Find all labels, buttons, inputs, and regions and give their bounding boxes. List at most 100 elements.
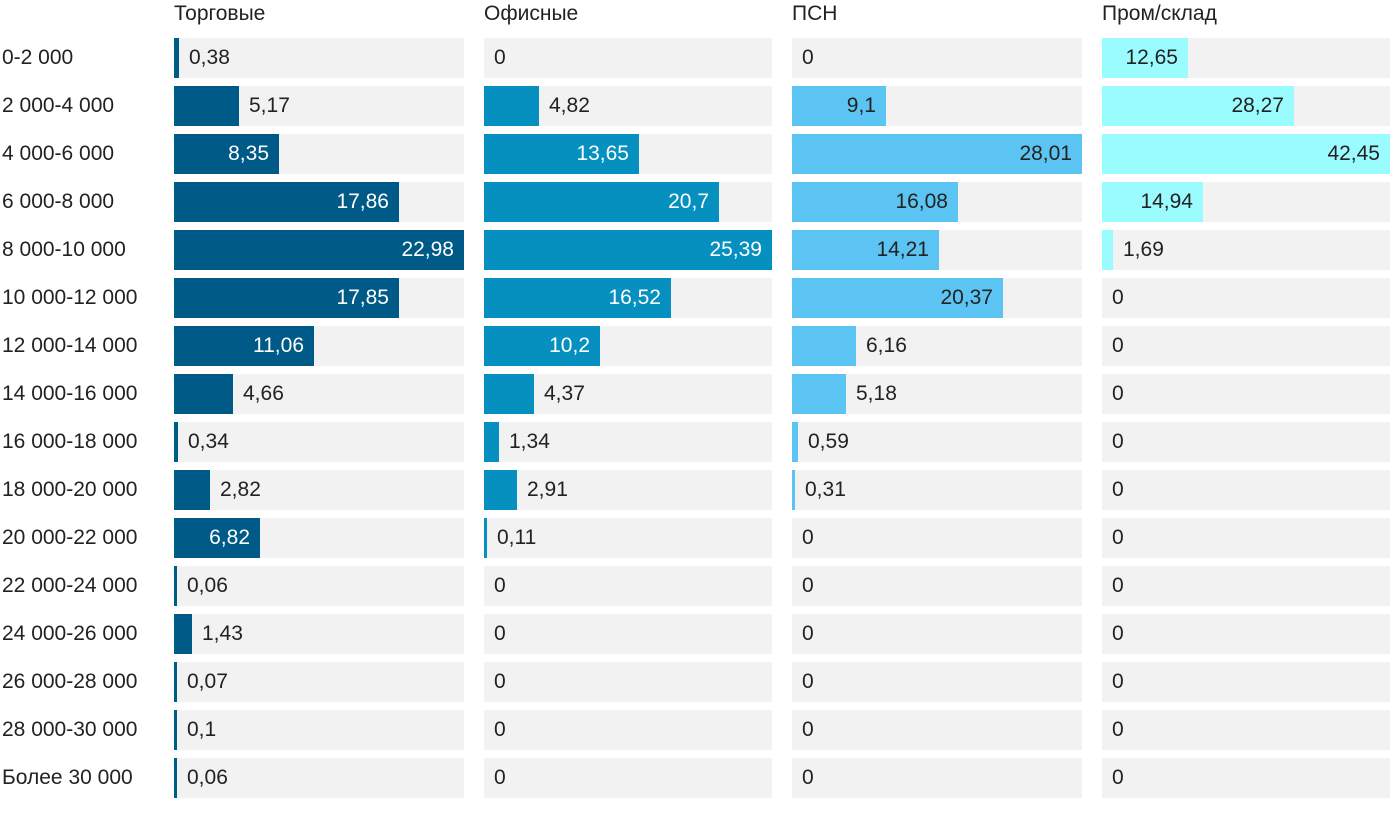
bar-track: 0	[484, 614, 772, 654]
data-label: 0	[802, 622, 814, 645]
data-label: 0	[802, 718, 814, 741]
data-label: 28,27	[1231, 94, 1284, 117]
bar	[484, 230, 772, 270]
data-label: 0,31	[805, 478, 846, 501]
data-label: 0,38	[189, 46, 230, 69]
bar	[484, 470, 517, 510]
data-label: 0	[1112, 430, 1124, 453]
bar-track: 8,35	[174, 134, 464, 174]
data-label: 4,37	[544, 382, 585, 405]
bar	[484, 326, 600, 366]
bar	[792, 326, 856, 366]
data-label: 4,82	[549, 94, 590, 117]
bar-track: 0,59	[792, 422, 1082, 462]
data-label: 0	[1112, 382, 1124, 405]
data-label: 0	[494, 574, 506, 597]
category-label: 20 000-22 000	[2, 526, 138, 549]
bar-track: 6,16	[792, 326, 1082, 366]
bar-track: 42,45	[1102, 134, 1390, 174]
bar-track: 4,37	[484, 374, 772, 414]
category-label: 26 000-28 000	[2, 670, 138, 693]
bar-track: 0	[1102, 278, 1390, 318]
bar	[792, 470, 795, 510]
bar-track: 14,21	[792, 230, 1082, 270]
data-label: 0	[1112, 478, 1124, 501]
bar-track: 0,06	[174, 758, 464, 798]
category-label: 8 000-10 000	[2, 238, 126, 261]
data-label: 25,39	[709, 238, 762, 261]
data-label: 17,85	[336, 286, 389, 309]
data-label: 12,65	[1125, 46, 1178, 69]
data-label: 14,94	[1140, 190, 1193, 213]
bar	[1102, 86, 1294, 126]
data-label: 0	[494, 670, 506, 693]
bar-track: 2,82	[174, 470, 464, 510]
category-label: Более 30 000	[2, 766, 133, 789]
bar-track: 13,65	[484, 134, 772, 174]
bar	[174, 470, 210, 510]
data-label: 6,16	[866, 334, 907, 357]
panel-title: Торговые	[174, 2, 266, 25]
data-label: 5,18	[856, 382, 897, 405]
data-label: 0,1	[187, 718, 217, 741]
data-label: 0	[1112, 766, 1124, 789]
bar	[484, 86, 539, 126]
data-label: 6,82	[209, 526, 250, 549]
bar-track: 22,98	[174, 230, 464, 270]
bar	[1102, 134, 1390, 174]
bar	[174, 182, 399, 222]
bar-track: 25,39	[484, 230, 772, 270]
bar-track: 0	[1102, 566, 1390, 606]
bar-track: 2,91	[484, 470, 772, 510]
bar-track: 5,17	[174, 86, 464, 126]
bar-track: 4,66	[174, 374, 464, 414]
bar-track: 20,37	[792, 278, 1082, 318]
bar	[792, 374, 846, 414]
data-label: 0,59	[808, 430, 849, 453]
bar	[1102, 230, 1113, 270]
data-label: 0	[1112, 574, 1124, 597]
bar-track: 1,43	[174, 614, 464, 654]
data-label: 4,66	[243, 382, 284, 405]
bar-track: 20,7	[484, 182, 772, 222]
category-label: 18 000-20 000	[2, 478, 138, 501]
bar-track: 0,31	[792, 470, 1082, 510]
bar-track: 16,52	[484, 278, 772, 318]
data-label: 1,43	[202, 622, 243, 645]
bar-track: 0	[792, 566, 1082, 606]
bar-track: 0	[1102, 326, 1390, 366]
data-label: 1,34	[509, 430, 550, 453]
bar	[174, 38, 179, 78]
bar-track: 0,11	[484, 518, 772, 558]
bar-track: 11,06	[174, 326, 464, 366]
bar-track: 4,82	[484, 86, 772, 126]
data-label: 11,06	[253, 334, 304, 357]
data-label: 0	[494, 718, 506, 741]
category-label: 2 000-4 000	[2, 94, 115, 117]
bar	[484, 374, 534, 414]
bar	[174, 758, 177, 798]
bar-track: 17,86	[174, 182, 464, 222]
bar-track: 0,06	[174, 566, 464, 606]
bar-track: 0	[1102, 662, 1390, 702]
bar-track: 0	[484, 38, 772, 78]
bar	[792, 86, 886, 126]
data-label: 0	[802, 46, 814, 69]
bar	[792, 182, 958, 222]
bar-track: 0	[1102, 374, 1390, 414]
category-label: 14 000-16 000	[2, 382, 138, 405]
data-label: 0	[802, 766, 814, 789]
category-label: 6 000-8 000	[2, 190, 115, 213]
bar	[792, 230, 939, 270]
data-label: 0	[1112, 718, 1124, 741]
bar	[174, 614, 192, 654]
data-label: 14,21	[876, 238, 929, 261]
bar	[174, 662, 177, 702]
bar	[174, 710, 177, 750]
data-label: 0	[494, 766, 506, 789]
data-label: 0	[494, 46, 506, 69]
data-label: 0,34	[188, 430, 229, 453]
data-label: 2,82	[220, 478, 261, 501]
bar	[484, 422, 499, 462]
data-label: 0	[1112, 526, 1124, 549]
